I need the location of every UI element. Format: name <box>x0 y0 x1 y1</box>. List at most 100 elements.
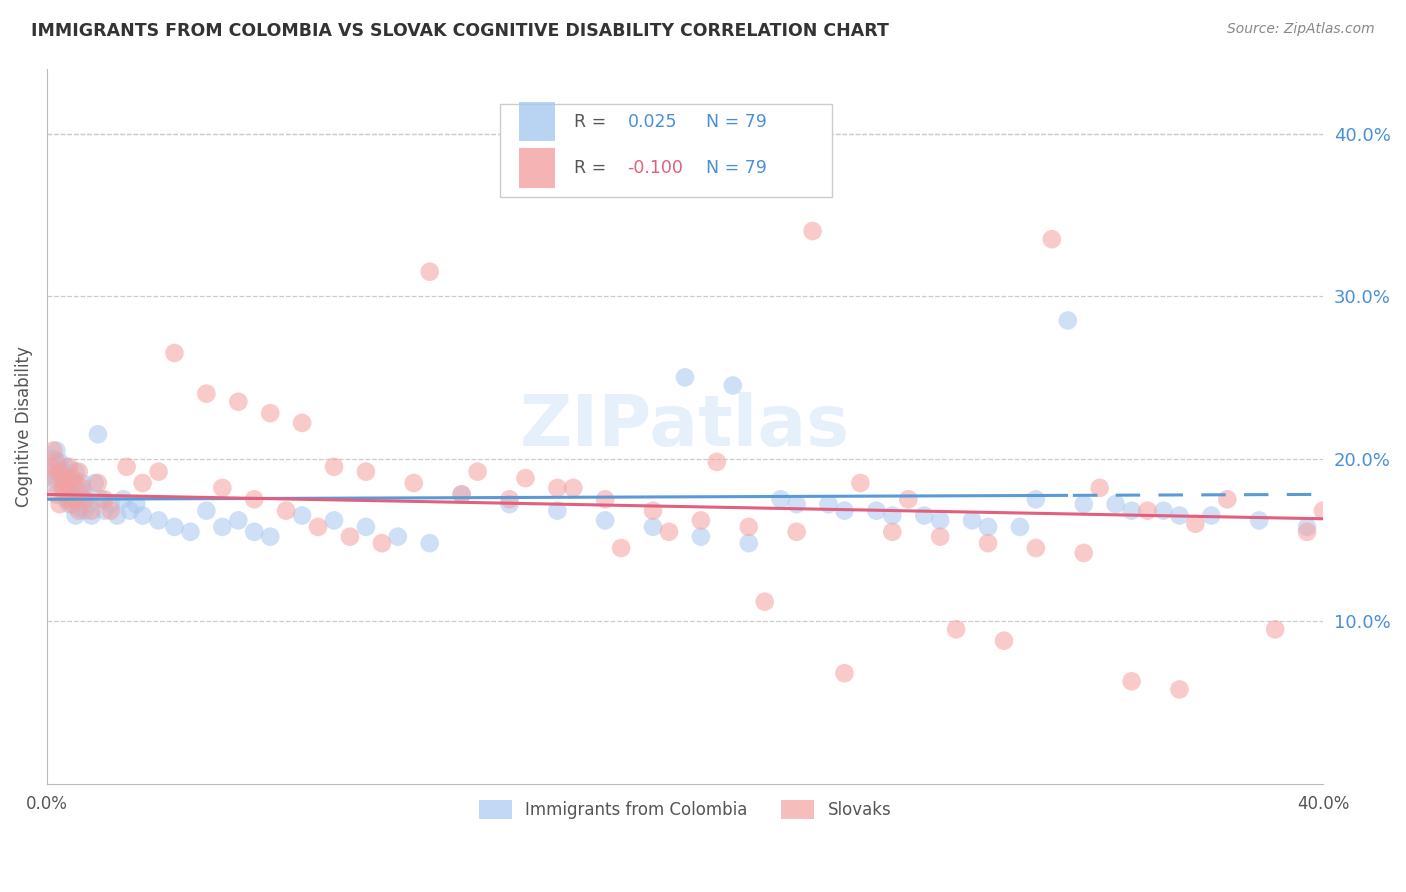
Point <box>83 476 105 491</box>
Point <box>993 633 1015 648</box>
Point <box>977 536 1000 550</box>
Text: IMMIGRANTS FROM COLOMBIA VS SLOVAK COGNITIVE DISABILITY CORRELATION CHART: IMMIGRANTS FROM COLOMBIA VS SLOVAK COGNI… <box>31 22 889 40</box>
Point <box>100 497 122 511</box>
Point <box>48 471 70 485</box>
Point <box>48 455 70 469</box>
Point <box>593 492 616 507</box>
Point <box>70 492 93 507</box>
Point <box>706 455 728 469</box>
Point <box>882 508 904 523</box>
Point <box>1168 508 1191 523</box>
Point <box>195 386 218 401</box>
Point <box>1296 520 1319 534</box>
Point <box>641 520 664 534</box>
Point <box>721 378 744 392</box>
Point <box>371 536 394 550</box>
Legend: Immigrants from Colombia, Slovaks: Immigrants from Colombia, Slovaks <box>472 793 898 825</box>
Point <box>100 503 122 517</box>
Point <box>291 416 314 430</box>
Point <box>195 503 218 517</box>
Point <box>163 520 186 534</box>
Point <box>67 503 90 517</box>
Point <box>105 508 128 523</box>
Point <box>419 536 441 550</box>
Point <box>1184 516 1206 531</box>
Point <box>52 481 75 495</box>
Point <box>929 530 952 544</box>
Point <box>945 623 967 637</box>
Point <box>39 459 62 474</box>
Text: ZIPatlas: ZIPatlas <box>520 392 851 460</box>
Text: N = 79: N = 79 <box>695 159 768 178</box>
Point <box>48 497 70 511</box>
Point <box>226 513 249 527</box>
Point <box>115 459 138 474</box>
Point <box>55 492 77 507</box>
Point <box>45 455 67 469</box>
Text: 0.025: 0.025 <box>627 112 678 131</box>
Point <box>849 476 872 491</box>
Point <box>387 530 409 544</box>
Point <box>75 487 97 501</box>
Point <box>1040 232 1063 246</box>
Point <box>58 471 80 485</box>
Point <box>93 492 115 507</box>
Point <box>75 503 97 517</box>
Point <box>67 484 90 499</box>
Point <box>58 492 80 507</box>
Point <box>118 503 141 517</box>
Point <box>1025 541 1047 555</box>
Point <box>226 394 249 409</box>
Point <box>42 471 65 485</box>
Point <box>163 346 186 360</box>
Point <box>307 520 329 534</box>
Point <box>276 503 298 517</box>
Point <box>323 459 346 474</box>
Text: R =: R = <box>574 159 612 178</box>
Point <box>67 500 90 515</box>
Point <box>1121 674 1143 689</box>
Point <box>834 503 856 517</box>
Point <box>112 492 135 507</box>
Point <box>148 465 170 479</box>
Point <box>690 513 713 527</box>
Point <box>93 503 115 517</box>
Point <box>243 492 266 507</box>
Y-axis label: Cognitive Disability: Cognitive Disability <box>15 346 32 507</box>
Text: -0.100: -0.100 <box>627 159 683 178</box>
Point <box>786 497 808 511</box>
Point <box>55 487 77 501</box>
Point <box>45 459 67 474</box>
Point <box>912 508 935 523</box>
Point <box>77 497 100 511</box>
Point <box>467 465 489 479</box>
Point <box>1264 623 1286 637</box>
Point <box>641 503 664 517</box>
Point <box>211 481 233 495</box>
Point <box>65 508 87 523</box>
Point <box>55 476 77 491</box>
Point <box>450 487 472 501</box>
Point <box>65 492 87 507</box>
FancyBboxPatch shape <box>501 104 832 197</box>
Point <box>1216 492 1239 507</box>
Point <box>339 530 361 544</box>
Point <box>62 487 84 501</box>
Point <box>786 524 808 539</box>
Point <box>817 497 839 511</box>
Point <box>291 508 314 523</box>
Point <box>769 492 792 507</box>
Point <box>658 524 681 539</box>
Point <box>148 513 170 527</box>
Point <box>1153 503 1175 517</box>
Point <box>45 443 67 458</box>
Point <box>546 481 568 495</box>
Point <box>960 513 983 527</box>
Point <box>80 508 103 523</box>
Point <box>243 524 266 539</box>
Point <box>70 481 93 495</box>
Point <box>80 503 103 517</box>
Point <box>738 520 761 534</box>
Point <box>62 476 84 491</box>
Point <box>259 406 281 420</box>
